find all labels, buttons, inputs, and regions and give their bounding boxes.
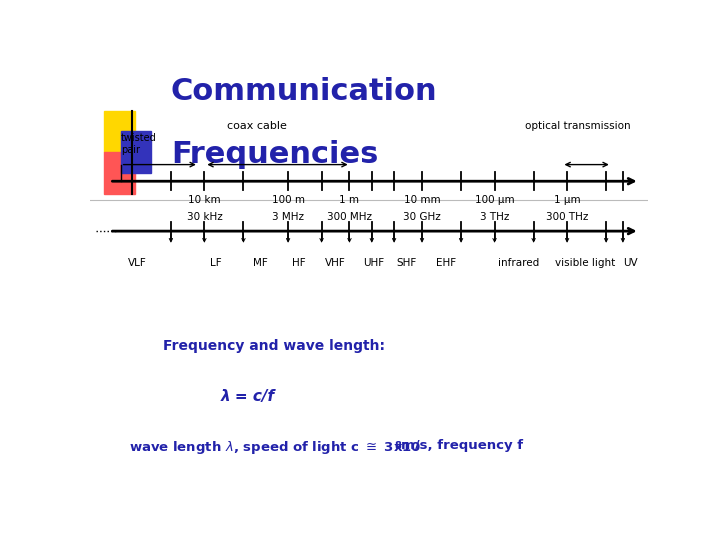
Bar [104, 152, 135, 194]
Bar [121, 131, 151, 173]
Text: VHF: VHF [325, 258, 346, 268]
Text: HF: HF [292, 258, 306, 268]
Text: 300 MHz: 300 MHz [327, 212, 372, 221]
Text: SHF: SHF [397, 258, 417, 268]
Text: 10 km: 10 km [188, 195, 221, 205]
Text: 1 m: 1 m [339, 195, 359, 205]
Text: 30 GHz: 30 GHz [403, 212, 441, 221]
Text: 3 MHz: 3 MHz [272, 212, 304, 221]
Text: m/s, frequency f: m/s, frequency f [401, 439, 523, 452]
Text: 300 THz: 300 THz [546, 212, 588, 221]
Text: visible light: visible light [555, 258, 616, 268]
Text: VLF: VLF [128, 258, 147, 268]
Text: 1 μm: 1 μm [554, 195, 580, 205]
Text: MF: MF [253, 258, 268, 268]
Text: 100 μm: 100 μm [474, 195, 514, 205]
Text: 8: 8 [394, 441, 401, 451]
Text: λ = c/f: λ = c/f [221, 389, 275, 404]
Text: Frequencies: Frequencies [171, 140, 378, 168]
Text: 3 THz: 3 THz [480, 212, 509, 221]
Text: Frequency and wave length:: Frequency and wave length: [163, 339, 384, 353]
Text: UHF: UHF [363, 258, 384, 268]
Text: optical transmission: optical transmission [526, 122, 631, 131]
Text: infrared: infrared [498, 258, 539, 268]
Text: UV: UV [623, 258, 637, 268]
Text: twisted
pair: twisted pair [121, 133, 156, 155]
Text: 10 mm: 10 mm [404, 195, 441, 205]
Text: wave length $\lambda$, speed of light c $\cong$ 3x10: wave length $\lambda$, speed of light c … [129, 439, 422, 456]
Bar [104, 111, 135, 152]
Text: Communication: Communication [171, 77, 438, 106]
Text: 100 m: 100 m [271, 195, 305, 205]
Text: coax cable: coax cable [228, 122, 287, 131]
Text: 30 kHz: 30 kHz [186, 212, 222, 221]
Text: LF: LF [210, 258, 221, 268]
Text: EHF: EHF [436, 258, 456, 268]
